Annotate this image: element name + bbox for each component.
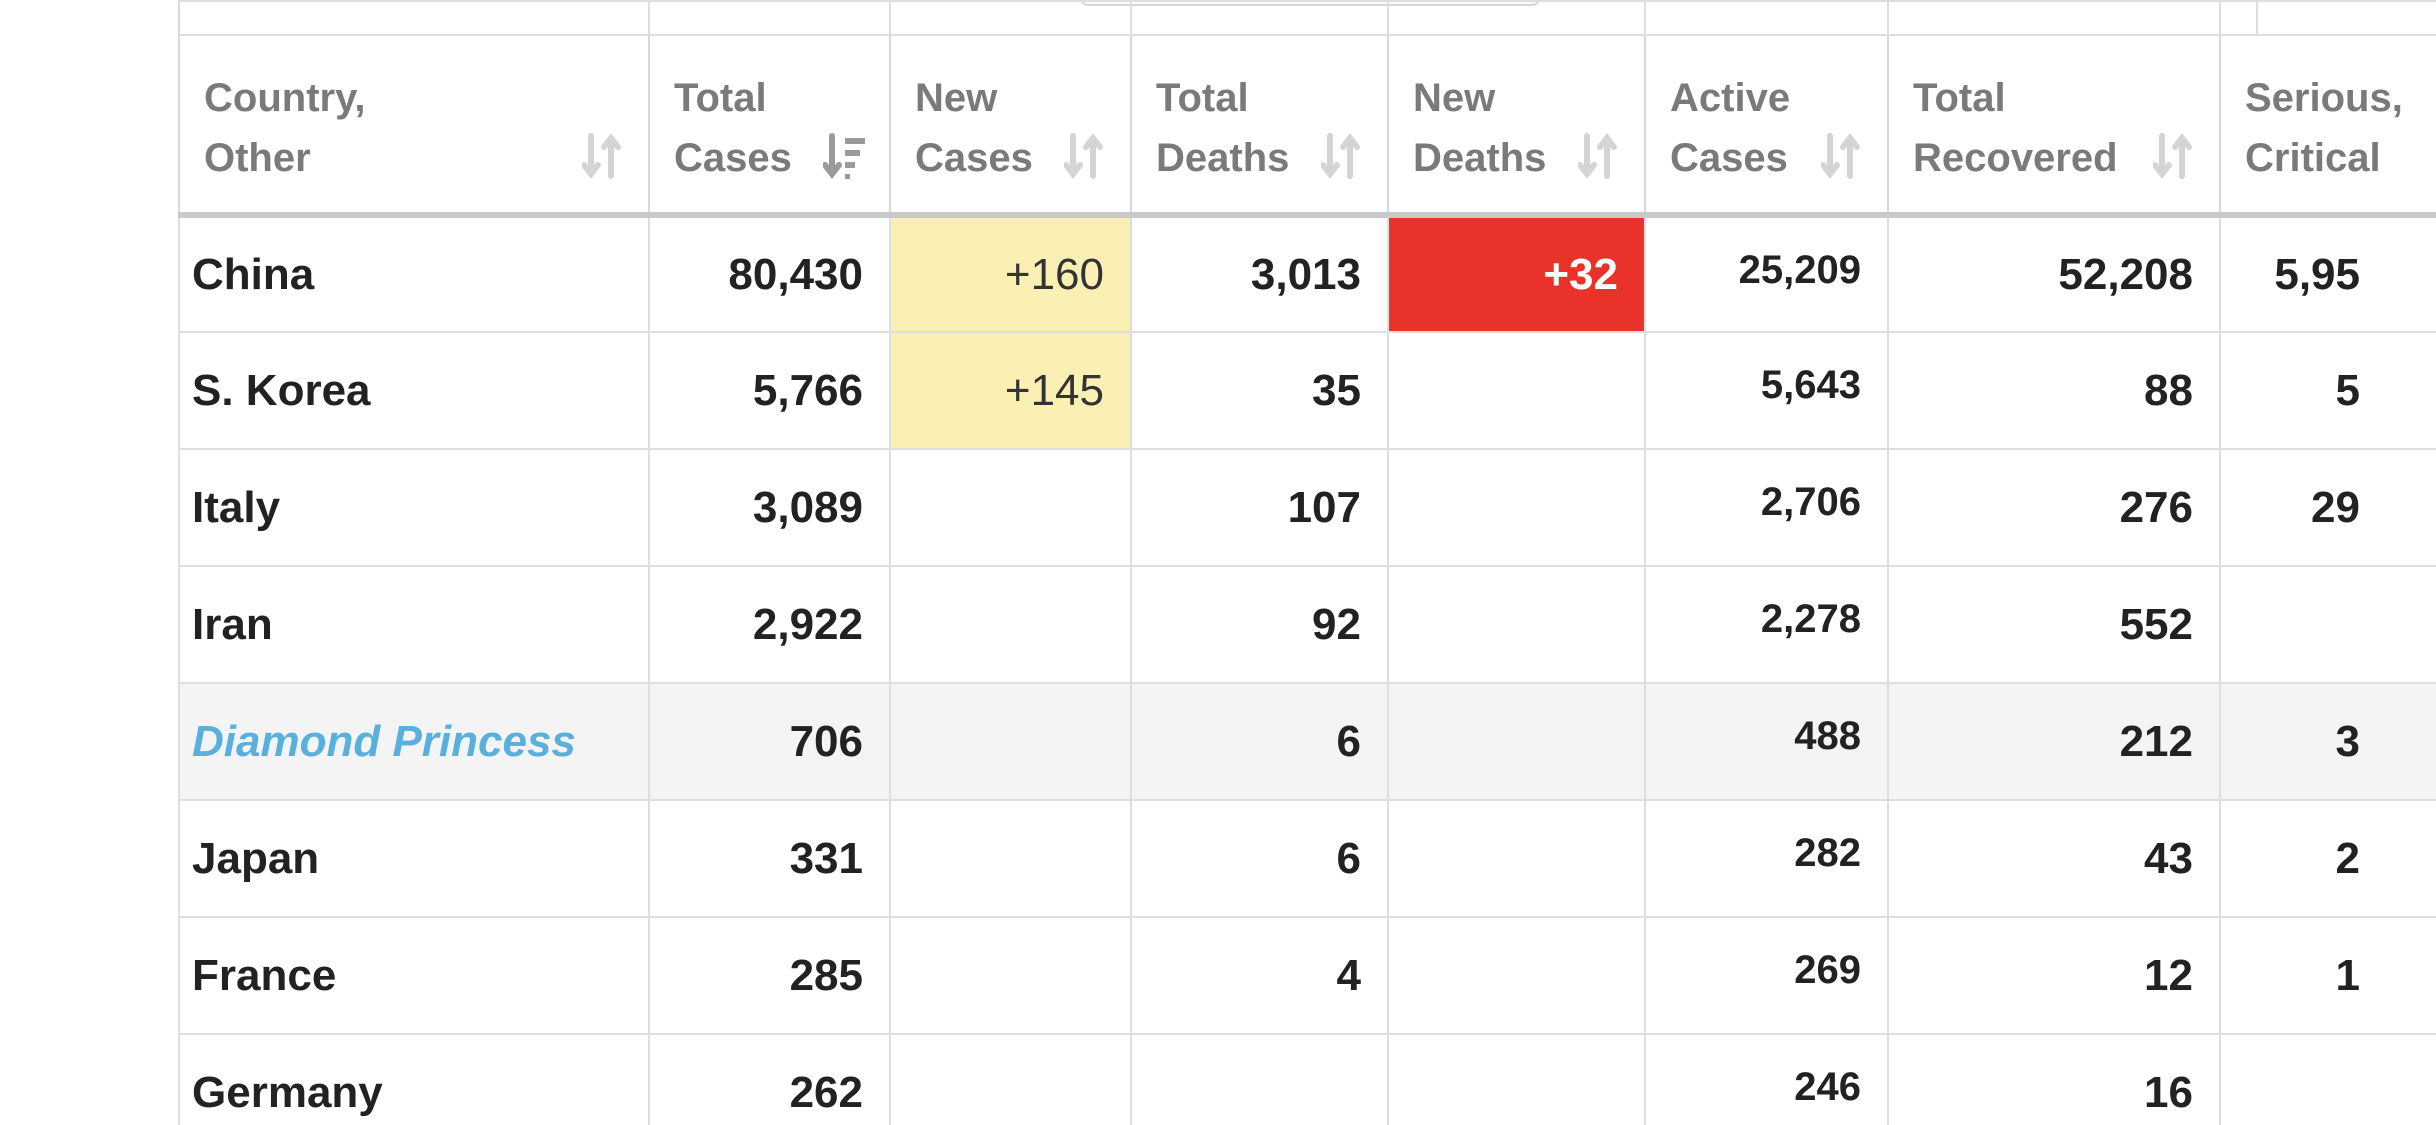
- new-deaths-cell: [1387, 799, 1646, 918]
- new-deaths-cell: [1387, 682, 1646, 801]
- serious-critical-cell: 1: [2219, 916, 2436, 1035]
- table-row: China 80,430 +160 3,013 +32 25,209 52,20…: [178, 214, 2436, 333]
- sort-both-icon: [1064, 133, 1103, 179]
- total-cases-cell: 3,089: [648, 448, 891, 567]
- total-deaths-cell: 6: [1130, 799, 1389, 918]
- sort-both-icon: [1578, 133, 1617, 179]
- serious-critical-cell: 5: [2219, 331, 2436, 450]
- new-cases-cell: [889, 1033, 1132, 1125]
- country-cell: Diamond Princess: [178, 682, 650, 801]
- serious-critical-cell: 3: [2219, 682, 2436, 801]
- active-cases-cell: 2,278: [1644, 565, 1889, 684]
- active-cases-cell: 246: [1644, 1033, 1889, 1125]
- serious-critical-cell: 29: [2219, 448, 2436, 567]
- new-cases-cell: [889, 682, 1132, 801]
- table-row: Japan 331 6 282 43 2: [178, 799, 2436, 918]
- table-row: Italy 3,089 107 2,706 276 29: [178, 448, 2436, 567]
- new-cases-cell: [889, 565, 1132, 684]
- new-cases-cell: [889, 916, 1132, 1035]
- total-deaths-cell: [1130, 1033, 1389, 1125]
- header-active-cases[interactable]: Active Cases: [1644, 35, 1889, 218]
- country-cell: Italy: [178, 448, 650, 567]
- total-cases-cell: 2,922: [648, 565, 891, 684]
- new-deaths-cell: +32: [1387, 214, 1646, 333]
- country-cell: Germany: [178, 1033, 650, 1125]
- total-recovered-cell: 16: [1887, 1033, 2221, 1125]
- sort-both-icon: [2153, 133, 2192, 179]
- total-cases-cell: 262: [648, 1033, 891, 1125]
- active-cases-cell: 282: [1644, 799, 1889, 918]
- new-cases-cell: +145: [889, 331, 1132, 450]
- total-recovered-cell: 212: [1887, 682, 2221, 801]
- header-row: Country, Other Total Cases New Cases Tot…: [178, 35, 2436, 218]
- table-row: France 285 4 269 12 1: [178, 916, 2436, 1035]
- country-cell: China: [178, 214, 650, 333]
- header-country-other[interactable]: Country, Other: [178, 35, 650, 218]
- total-cases-cell: 5,766: [648, 331, 891, 450]
- new-cases-cell: +160: [889, 214, 1132, 333]
- country-cell: Japan: [178, 799, 650, 918]
- table-row: Germany 262 246 16: [178, 1033, 2436, 1125]
- sort-descending-icon: [823, 133, 865, 179]
- total-recovered-cell: 52,208: [1887, 214, 2221, 333]
- serious-critical-cell: 2: [2219, 799, 2436, 918]
- total-recovered-cell: 12: [1887, 916, 2221, 1035]
- header-spacer-row: [178, 0, 2436, 36]
- total-cases-cell: 285: [648, 916, 891, 1035]
- serious-critical-cell: 5,95: [2219, 214, 2436, 333]
- total-cases-cell: 706: [648, 682, 891, 801]
- table-row: Iran 2,922 92 2,278 552: [178, 565, 2436, 684]
- total-deaths-cell: 107: [1130, 448, 1389, 567]
- total-deaths-cell: 3,013: [1130, 214, 1389, 333]
- new-deaths-cell: [1387, 1033, 1646, 1125]
- header-new-deaths[interactable]: New Deaths: [1387, 35, 1646, 218]
- country-cell: S. Korea: [178, 331, 650, 450]
- serious-critical-cell: [2219, 565, 2436, 684]
- header-total-deaths[interactable]: Total Deaths: [1130, 35, 1389, 218]
- header-total-cases[interactable]: Total Cases: [648, 35, 891, 218]
- header-serious-critical[interactable]: Serious, Critical: [2219, 35, 2436, 218]
- country-cell: France: [178, 916, 650, 1035]
- active-cases-cell: 269: [1644, 916, 1889, 1035]
- serious-critical-cell: [2219, 1033, 2436, 1125]
- diamond-princess-link[interactable]: Diamond Princess: [192, 716, 576, 766]
- country-cell: Iran: [178, 565, 650, 684]
- total-deaths-cell: 92: [1130, 565, 1389, 684]
- total-recovered-cell: 88: [1887, 331, 2221, 450]
- total-deaths-cell: 35: [1130, 331, 1389, 450]
- new-cases-cell: [889, 799, 1132, 918]
- new-deaths-cell: [1387, 916, 1646, 1035]
- sort-both-icon: [582, 133, 621, 179]
- active-cases-cell: 488: [1644, 682, 1889, 801]
- total-recovered-cell: 276: [1887, 448, 2221, 567]
- new-cases-cell: [889, 448, 1132, 567]
- sort-both-icon: [1821, 133, 1860, 179]
- header-total-recovered[interactable]: Total Recovered: [1887, 35, 2221, 218]
- total-cases-cell: 80,430: [648, 214, 891, 333]
- active-cases-cell: 5,643: [1644, 331, 1889, 450]
- total-recovered-cell: 552: [1887, 565, 2221, 684]
- new-deaths-cell: [1387, 331, 1646, 450]
- sort-both-icon: [1321, 133, 1360, 179]
- active-cases-cell: 25,209: [1644, 214, 1889, 333]
- total-deaths-cell: 4: [1130, 916, 1389, 1035]
- table-row: S. Korea 5,766 +145 35 5,643 88 5: [178, 331, 2436, 450]
- covid-stats-table: Country, Other Total Cases New Cases Tot…: [178, 0, 2436, 1125]
- active-cases-cell: 2,706: [1644, 448, 1889, 567]
- total-deaths-cell: 6: [1130, 682, 1389, 801]
- total-cases-cell: 331: [648, 799, 891, 918]
- table-row: Diamond Princess 706 6 488 212 3: [178, 682, 2436, 801]
- new-deaths-cell: [1387, 565, 1646, 684]
- total-recovered-cell: 43: [1887, 799, 2221, 918]
- header-new-cases[interactable]: New Cases: [889, 35, 1132, 218]
- new-deaths-cell: [1387, 448, 1646, 567]
